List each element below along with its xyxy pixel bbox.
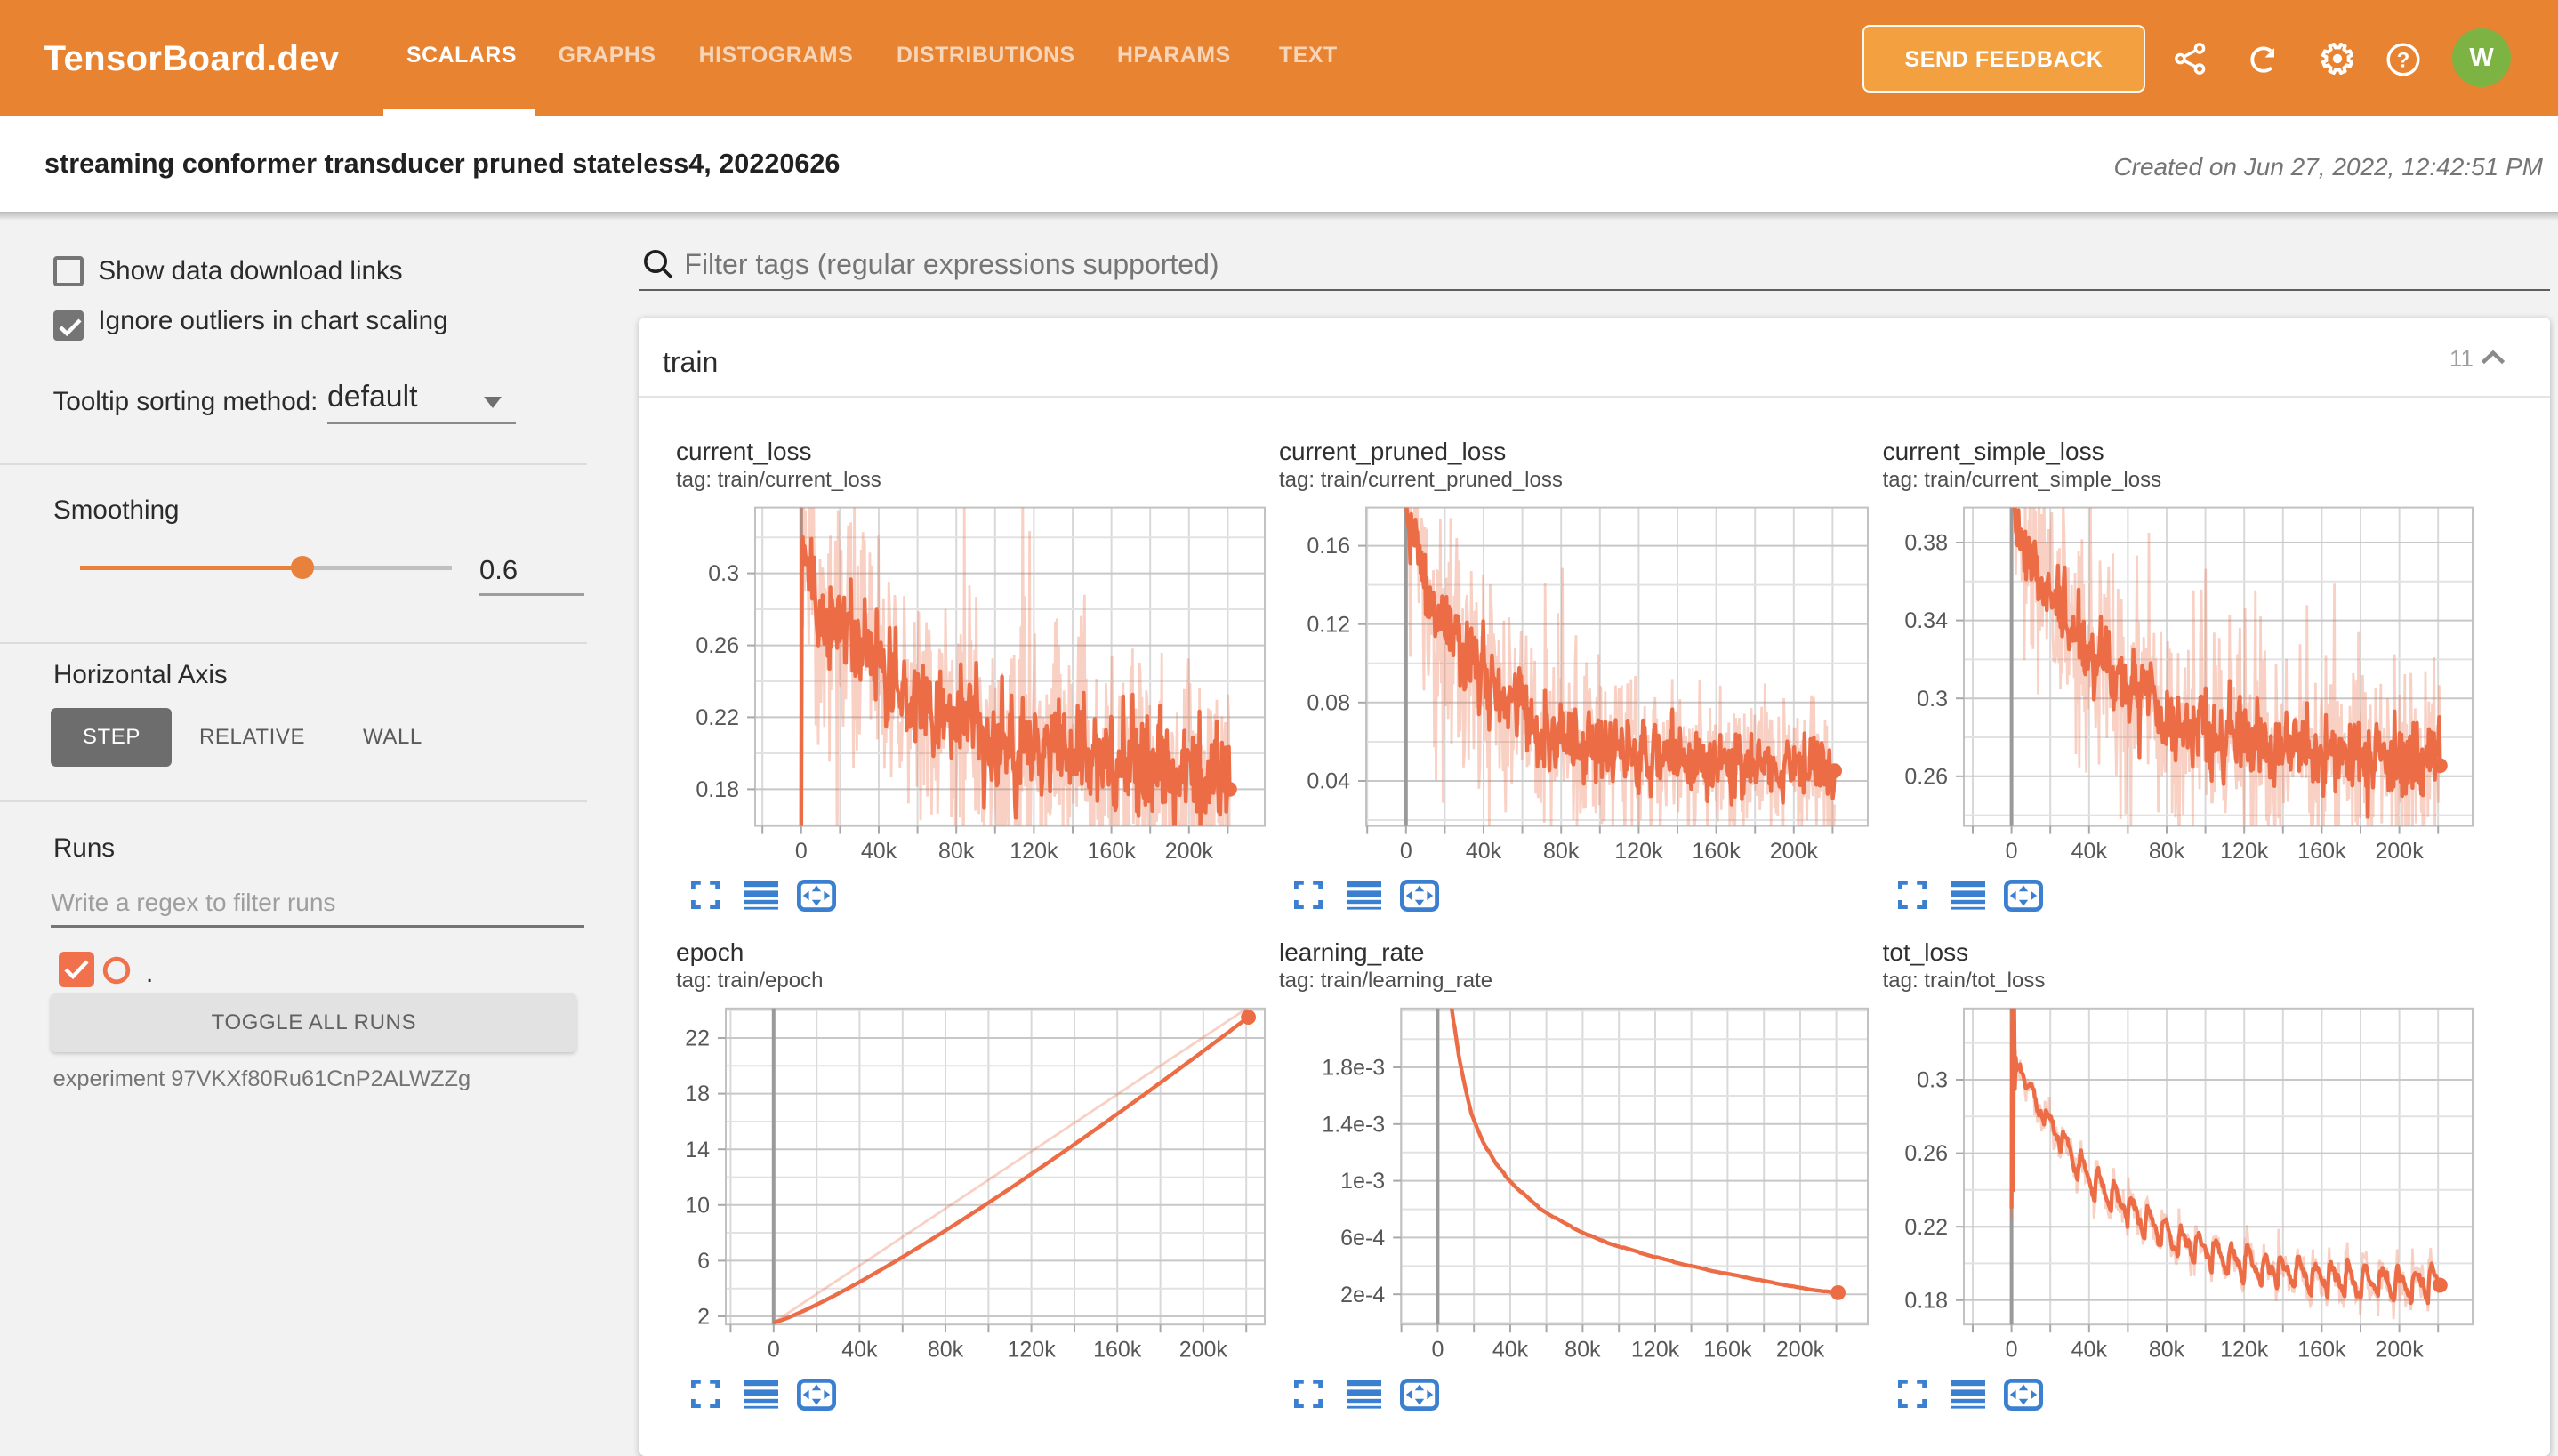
svg-text:0.3: 0.3 (708, 561, 739, 586)
svg-text:22: 22 (685, 1026, 710, 1051)
svg-text:0.16: 0.16 (1307, 534, 1350, 559)
svg-text:?: ? (2397, 48, 2410, 72)
svg-text:120k: 120k (1631, 1338, 1680, 1363)
svg-text:120k: 120k (1010, 839, 1058, 864)
svg-text:1.4e-3: 1.4e-3 (1322, 1112, 1385, 1137)
svg-text:120k: 120k (2220, 1338, 2269, 1363)
svg-text:0.3: 0.3 (1917, 687, 1948, 712)
svg-text:80k: 80k (1565, 1338, 1601, 1363)
svg-text:80k: 80k (938, 839, 975, 864)
svg-text:160k: 160k (2297, 839, 2346, 864)
svg-text:40k: 40k (841, 1338, 878, 1363)
svg-text:160k: 160k (1692, 839, 1741, 864)
svg-text:80k: 80k (2149, 839, 2185, 864)
svg-text:80k: 80k (1543, 839, 1580, 864)
svg-text:0.18: 0.18 (1904, 1288, 1948, 1313)
svg-text:160k: 160k (1093, 1338, 1142, 1363)
svg-text:160k: 160k (1087, 839, 1136, 864)
svg-text:6: 6 (697, 1249, 710, 1274)
svg-text:0.26: 0.26 (1904, 1141, 1948, 1166)
svg-text:0.18: 0.18 (696, 777, 739, 802)
svg-text:1e-3: 1e-3 (1340, 1169, 1385, 1194)
svg-text:200k: 200k (2375, 839, 2424, 864)
svg-text:14: 14 (685, 1138, 710, 1162)
svg-text:120k: 120k (1007, 1338, 1056, 1363)
svg-text:40k: 40k (1492, 1338, 1529, 1363)
svg-text:200k: 200k (2375, 1338, 2424, 1363)
svg-text:0: 0 (795, 839, 808, 864)
svg-text:40k: 40k (2071, 839, 2108, 864)
svg-text:200k: 200k (1165, 839, 1214, 864)
svg-text:80k: 80k (928, 1338, 964, 1363)
svg-text:0.08: 0.08 (1307, 690, 1350, 715)
svg-text:0: 0 (768, 1338, 780, 1363)
svg-text:0.26: 0.26 (696, 633, 739, 658)
svg-text:1.8e-3: 1.8e-3 (1322, 1056, 1385, 1081)
svg-text:0: 0 (1400, 839, 1412, 864)
svg-text:0.12: 0.12 (1307, 612, 1350, 637)
svg-text:0.3: 0.3 (1917, 1068, 1948, 1093)
svg-text:200k: 200k (1776, 1338, 1825, 1363)
svg-text:120k: 120k (1614, 839, 1663, 864)
svg-text:0.34: 0.34 (1904, 608, 1948, 633)
svg-text:160k: 160k (1703, 1338, 1752, 1363)
svg-text:200k: 200k (1770, 839, 1819, 864)
svg-text:2: 2 (697, 1305, 710, 1330)
svg-text:0.22: 0.22 (1904, 1215, 1948, 1240)
svg-text:0.04: 0.04 (1307, 769, 1350, 794)
svg-text:120k: 120k (2220, 839, 2269, 864)
svg-text:80k: 80k (2149, 1338, 2185, 1363)
svg-text:0: 0 (2006, 1338, 2018, 1363)
svg-text:40k: 40k (2071, 1338, 2108, 1363)
svg-text:40k: 40k (861, 839, 897, 864)
svg-text:10: 10 (685, 1193, 710, 1218)
svg-text:6e-4: 6e-4 (1340, 1226, 1385, 1251)
svg-text:0: 0 (1431, 1338, 1444, 1363)
svg-text:0: 0 (2006, 839, 2018, 864)
svg-text:2e-4: 2e-4 (1340, 1283, 1385, 1307)
svg-text:40k: 40k (1466, 839, 1502, 864)
svg-text:0.22: 0.22 (696, 705, 739, 730)
svg-text:200k: 200k (1179, 1338, 1228, 1363)
svg-text:0.38: 0.38 (1904, 531, 1948, 556)
svg-text:18: 18 (685, 1082, 710, 1106)
svg-text:160k: 160k (2297, 1338, 2346, 1363)
svg-text:0.26: 0.26 (1904, 764, 1948, 789)
